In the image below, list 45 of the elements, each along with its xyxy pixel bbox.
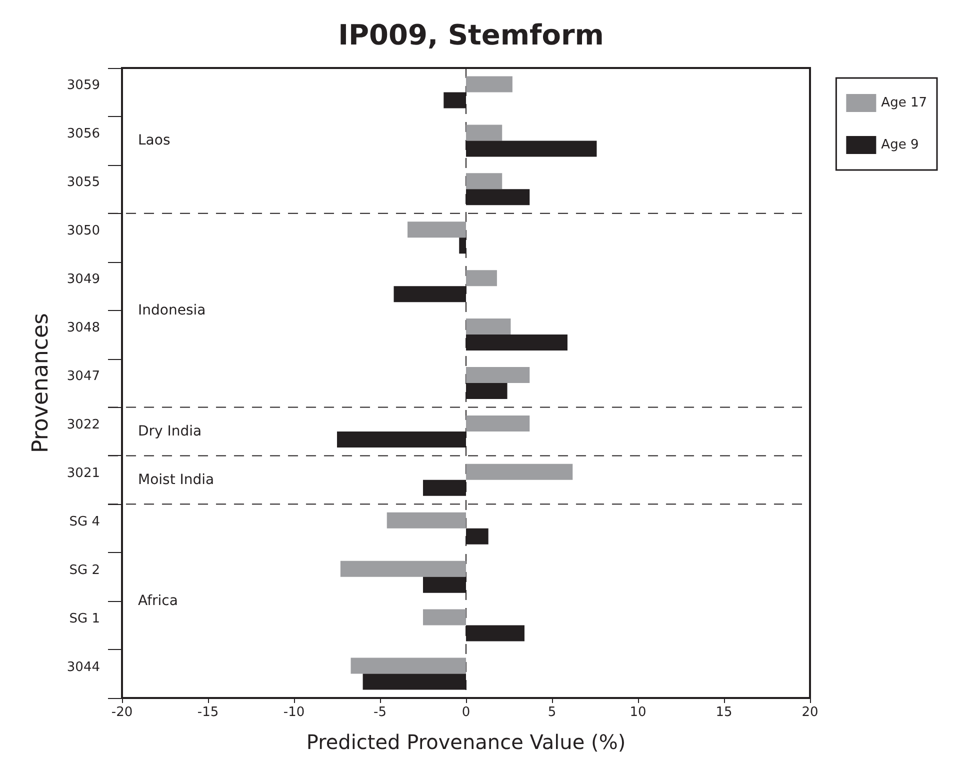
y-tick-label: 3049: [66, 272, 100, 288]
bar: [386, 512, 466, 528]
bar: [408, 222, 466, 238]
bar: [466, 415, 530, 432]
x-tick-label: -10: [283, 705, 305, 720]
y-tick-label: 3021: [66, 466, 100, 481]
y-tick-label: 3059: [66, 78, 100, 94]
y-axis-title: Provenances: [28, 313, 54, 453]
y-tick-label: 3050: [66, 224, 100, 239]
y-tick-label: SG 2: [69, 562, 100, 578]
x-tick-label: 5: [548, 705, 556, 720]
y-tick-label: 3044: [66, 660, 100, 675]
bar: [466, 173, 502, 190]
bar: [423, 609, 466, 626]
annotation: Dry India: [138, 423, 202, 440]
x-axis-title: Predicted Provenance Value (%): [306, 730, 626, 754]
bar: [466, 270, 497, 286]
annotation: Moist India: [138, 472, 214, 488]
bar: [466, 318, 511, 335]
chart-title: IP009, Stemform: [338, 18, 604, 52]
legend-label: Age 17: [881, 96, 928, 110]
bar: [466, 76, 512, 92]
annotation: Laos: [138, 132, 170, 149]
annotation: Indonesia: [138, 302, 206, 318]
x-tick-label: -20: [111, 705, 133, 720]
bar: [466, 464, 573, 480]
y-tick-label: 3047: [66, 369, 100, 384]
legend-label: Age 9: [881, 138, 919, 152]
bar: [350, 658, 466, 674]
y-tick-label: 3056: [66, 126, 100, 142]
bar: [466, 124, 502, 141]
x-tick-label: -15: [197, 705, 219, 720]
annotation: Africa: [138, 593, 178, 610]
x-tick-label: -5: [374, 705, 386, 720]
y-tick-label: 3048: [66, 320, 100, 336]
y-tick-label: 3055: [66, 175, 100, 190]
x-tick-label: 15: [716, 705, 732, 720]
x-tick-label: 20: [802, 705, 818, 720]
bar: [466, 367, 530, 383]
y-tick-label: SG 1: [69, 611, 100, 626]
y-tick-label: SG 4: [69, 514, 100, 530]
y-tick-label: 3022: [66, 417, 100, 432]
x-tick-label: 10: [630, 705, 646, 720]
x-tick-label: 0: [462, 705, 470, 720]
bar: [340, 560, 466, 577]
